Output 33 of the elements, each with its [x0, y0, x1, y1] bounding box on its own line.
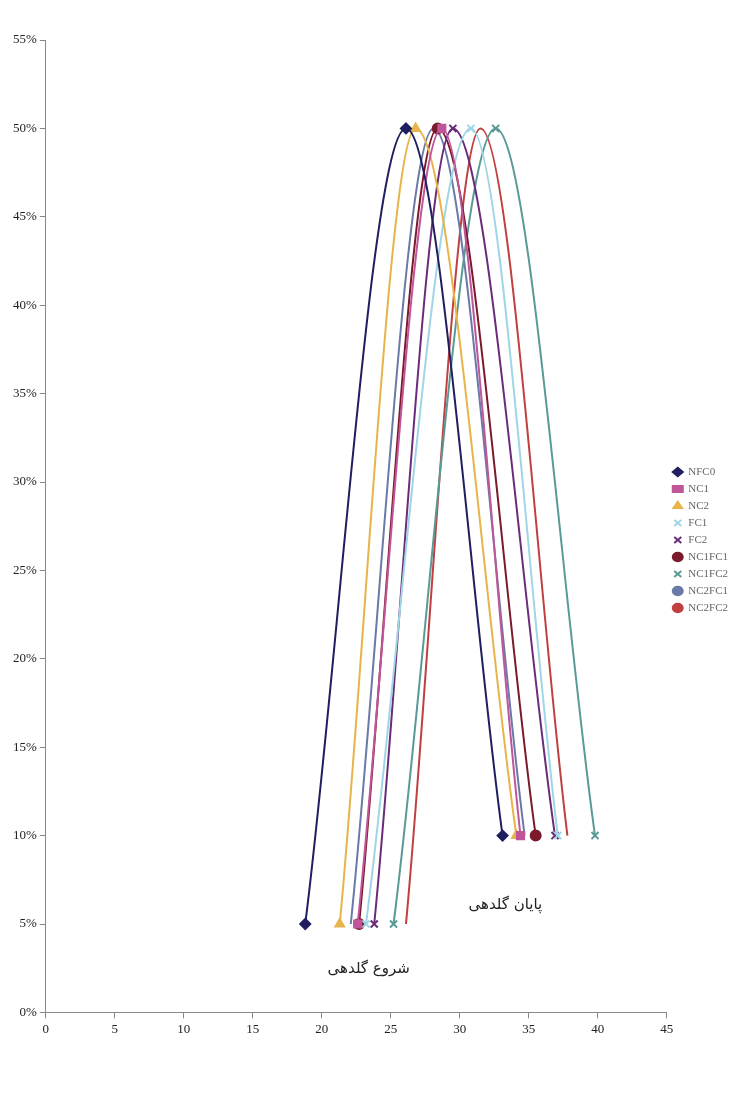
y-tick-label: 25%	[12, 561, 37, 577]
legend-label: NFC0	[688, 464, 716, 477]
x-tick-label: 0	[42, 1020, 50, 1036]
x-tick-label: 35	[522, 1020, 536, 1036]
legend-label: FC2	[688, 532, 708, 545]
y-tick-label: 5%	[19, 915, 37, 931]
legend-label: NC2FC1	[688, 583, 729, 596]
x-tick-label: 45	[660, 1020, 674, 1036]
legend-label: FC1	[688, 515, 708, 528]
x-tick-label: 30	[453, 1020, 467, 1036]
legend-label: NC1FC2	[688, 566, 729, 579]
y-tick-label: 55%	[12, 31, 37, 47]
annotation: پایان گلدهی	[468, 895, 543, 915]
legend-label: NC1	[688, 481, 710, 494]
y-tick-label: 50%	[12, 119, 37, 135]
x-tick-label: 20	[315, 1020, 329, 1036]
y-tick-label: 20%	[12, 650, 37, 666]
y-tick-label: 40%	[12, 296, 37, 312]
x-tick-label: 25	[384, 1020, 398, 1036]
y-tick-label: 45%	[12, 208, 37, 224]
x-tick-label: 40	[591, 1020, 605, 1036]
y-tick-label: 30%	[12, 473, 37, 489]
x-tick-label: 10	[177, 1020, 191, 1036]
y-tick-label: 10%	[12, 827, 37, 843]
y-tick-label: 35%	[12, 385, 37, 401]
y-tick-label: 15%	[12, 738, 37, 754]
y-tick-label: 0%	[19, 1003, 37, 1019]
x-tick-label: 15	[246, 1020, 260, 1036]
x-tick-label: 5	[111, 1020, 119, 1036]
annotation: شروع گلدهی	[327, 958, 410, 977]
legend-label: NC2FC2	[688, 600, 729, 613]
legend-label: NC1FC1	[688, 549, 729, 562]
legend-label: NC2	[688, 498, 710, 511]
